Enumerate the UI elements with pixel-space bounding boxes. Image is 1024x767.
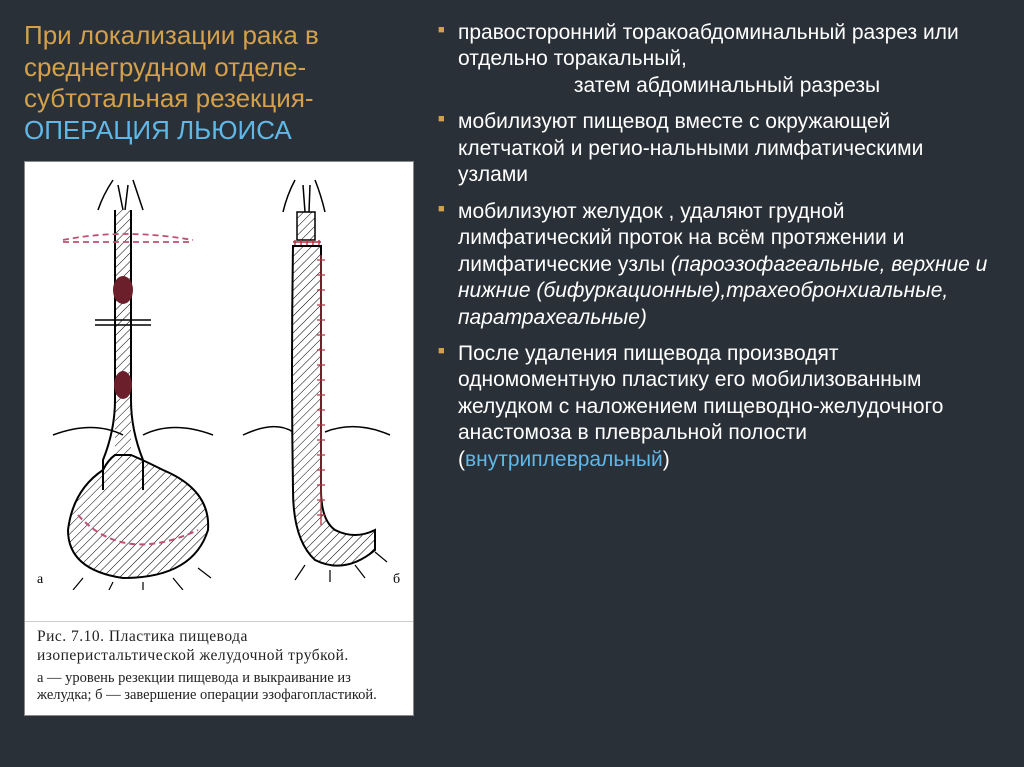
slide-title: При локализации рака в среднегрудном отд…	[24, 20, 420, 147]
title-line-2: среднегрудном отделе-	[24, 52, 420, 84]
figure-diagrams: а б	[25, 162, 413, 592]
left-column: При локализации рака в среднегрудном отд…	[0, 0, 430, 767]
figure-label-b: б	[393, 572, 400, 588]
title-line-3: субтотальная резекция-	[24, 83, 420, 115]
diagram-b	[235, 170, 395, 590]
caption-sub: а — уровень резекции пищевода и выкраива…	[37, 670, 401, 705]
bullet-list: правосторонний торакоабдоминальный разре…	[438, 20, 996, 473]
bullet-3: мобилизуют желудок , удаляют грудной лим…	[438, 199, 996, 331]
figure-label-a: а	[37, 572, 43, 588]
figure: а б Рис. 7.10. Пластика пищевода изопери…	[24, 161, 414, 716]
bullet-1: правосторонний торакоабдоминальный разре…	[438, 20, 996, 99]
bullet-1-main: правосторонний торакоабдоминальный разре…	[458, 21, 959, 70]
bullet-2: мобилизуют пищевод вместе с окружающей к…	[438, 109, 996, 188]
bullet-4: После удаления пищевода производят одном…	[438, 341, 996, 473]
bullet-2-main: мобилизуют пищевод вместе с окружающей к…	[458, 110, 923, 186]
caption-title: Рис. 7.10. Пластика пищевода изоперистал…	[37, 628, 401, 666]
figure-caption: Рис. 7.10. Пластика пищевода изоперистал…	[25, 621, 413, 715]
title-highlight: ОПЕРАЦИЯ ЛЬЮИСА	[24, 115, 420, 147]
right-column: правосторонний торакоабдоминальный разре…	[430, 0, 1024, 767]
title-line-1: При локализации рака в	[24, 20, 420, 52]
bullet-4-link: внутриплевральный	[465, 448, 663, 471]
bullet-1-sub: затем абдоминальный разрезы	[458, 73, 996, 99]
diagram-a	[43, 170, 223, 590]
bullet-4-tail: )	[663, 448, 670, 471]
